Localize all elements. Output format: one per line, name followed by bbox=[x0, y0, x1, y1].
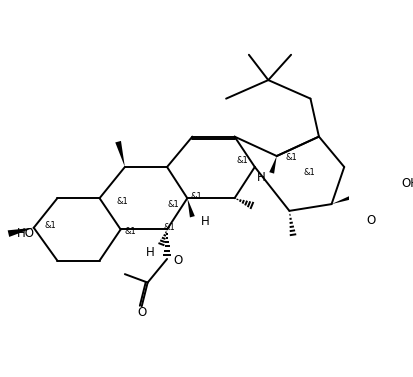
Text: &1: &1 bbox=[303, 169, 315, 178]
Polygon shape bbox=[331, 191, 361, 204]
Text: &1: &1 bbox=[167, 201, 178, 210]
Text: HO: HO bbox=[17, 227, 35, 240]
Polygon shape bbox=[8, 228, 34, 237]
Text: &1: &1 bbox=[125, 227, 136, 236]
Text: O: O bbox=[137, 307, 146, 319]
Text: &1: &1 bbox=[285, 153, 296, 162]
Text: &1: &1 bbox=[45, 221, 56, 230]
Text: &1: &1 bbox=[236, 156, 247, 165]
Polygon shape bbox=[187, 198, 195, 218]
Text: H: H bbox=[200, 215, 209, 228]
Text: H: H bbox=[145, 246, 154, 259]
Text: &1: &1 bbox=[116, 197, 128, 206]
Polygon shape bbox=[268, 156, 276, 174]
Text: OH: OH bbox=[401, 176, 413, 190]
Polygon shape bbox=[115, 141, 125, 167]
Text: O: O bbox=[173, 254, 183, 267]
Text: O: O bbox=[366, 214, 375, 227]
Text: &1: &1 bbox=[190, 192, 202, 201]
Text: &1: &1 bbox=[163, 223, 175, 232]
Text: H: H bbox=[256, 171, 265, 184]
